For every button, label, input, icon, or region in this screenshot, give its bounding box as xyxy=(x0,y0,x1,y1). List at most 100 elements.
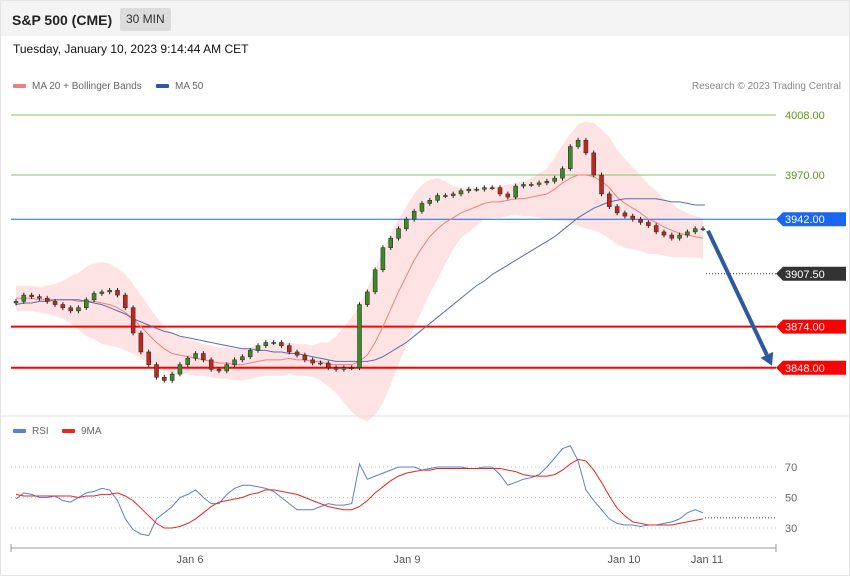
rsi-line xyxy=(15,444,704,537)
forecast-arrow-head xyxy=(760,351,774,366)
candle xyxy=(138,332,144,353)
candle xyxy=(568,146,573,169)
candle xyxy=(357,304,362,369)
level-label-4008-00: 4008.00 xyxy=(785,110,825,122)
candle xyxy=(505,193,511,198)
level-label-3942-00-tag xyxy=(776,212,846,227)
candle xyxy=(247,350,253,357)
level-labels: 4008.00 3970.00 3942.00 3907.50 3874.00 3848.… xyxy=(776,110,846,375)
candle xyxy=(185,358,190,365)
candle xyxy=(536,182,542,185)
candle xyxy=(333,367,339,370)
candle xyxy=(692,228,698,233)
candle xyxy=(396,228,401,239)
candle xyxy=(68,307,73,312)
price-levels xyxy=(11,114,776,369)
candle xyxy=(208,359,214,370)
candle xyxy=(411,211,417,220)
legend-9ma: 9MA xyxy=(62,426,102,437)
candle xyxy=(169,373,175,381)
instrument-title: S&P 500 (CME) xyxy=(12,12,113,28)
candle xyxy=(13,301,19,304)
candle xyxy=(255,345,261,351)
legend-swatch-ma20 xyxy=(13,84,26,89)
legend-label-9ma: 9MA xyxy=(81,426,102,437)
candle xyxy=(21,294,27,302)
candle xyxy=(302,354,308,361)
legend-swatch-ma50 xyxy=(156,84,169,89)
candle xyxy=(216,369,222,372)
candle xyxy=(700,228,706,230)
candle xyxy=(458,190,464,195)
candle xyxy=(91,293,97,301)
candle xyxy=(37,296,42,299)
candle xyxy=(552,177,557,182)
legend-label-ma50: MA 50 xyxy=(175,81,204,92)
candle xyxy=(162,376,167,381)
candle xyxy=(427,200,433,204)
level-label-3907-50-tag xyxy=(776,266,846,281)
candle xyxy=(146,351,151,365)
candle xyxy=(450,193,456,196)
candle xyxy=(123,294,128,308)
legend-swatch-9ma xyxy=(62,429,75,434)
candle xyxy=(513,185,518,198)
candle xyxy=(661,231,667,236)
legend-ma50: MA 50 xyxy=(156,81,203,92)
candle xyxy=(560,168,565,179)
level-label-3970-00: 3970.00 xyxy=(785,170,825,182)
candle xyxy=(544,181,550,184)
candle xyxy=(115,290,120,296)
candle xyxy=(474,188,479,191)
candle xyxy=(599,174,604,195)
candle xyxy=(521,184,526,187)
candle xyxy=(583,139,589,154)
candle xyxy=(99,291,105,294)
candle xyxy=(240,356,245,361)
rsi-tick-30: 30 xyxy=(785,523,797,535)
x-tick-label: Jan 10 xyxy=(607,554,640,566)
candle xyxy=(310,359,315,364)
candle xyxy=(201,353,206,361)
legend-ma20: MA 20 + Bollinger Bands xyxy=(13,81,142,92)
level-label-3848-00: 3848.00 xyxy=(785,363,825,375)
candle xyxy=(388,237,393,248)
candle xyxy=(130,307,136,334)
candle xyxy=(84,299,89,308)
candle xyxy=(365,291,370,305)
candle xyxy=(443,195,448,197)
bollinger-band-area xyxy=(16,121,703,422)
candle xyxy=(653,225,659,233)
candle xyxy=(435,195,440,201)
candle xyxy=(279,342,284,346)
legend-label-ma20: MA 20 + Bollinger Bands xyxy=(32,81,142,92)
legend-swatch-rsi xyxy=(13,429,26,434)
candle xyxy=(44,297,50,302)
candle xyxy=(497,187,503,195)
candle xyxy=(466,188,472,192)
level-label-3874-00: 3874.00 xyxy=(785,322,825,334)
candle xyxy=(677,234,682,239)
x-tick-label: Jan 6 xyxy=(177,554,204,566)
candle xyxy=(349,367,354,370)
timestamp: Tuesday, January 10, 2023 9:14:44 AM CET xyxy=(13,42,249,56)
candle xyxy=(29,294,34,297)
legend-label-rsi: RSI xyxy=(32,426,49,437)
level-label-3907-50: 3907.50 xyxy=(785,269,825,281)
candle xyxy=(380,247,386,271)
candle xyxy=(154,364,159,378)
candle xyxy=(232,359,237,365)
candle xyxy=(646,222,651,226)
bollinger-bands xyxy=(16,121,703,422)
candle xyxy=(294,351,300,356)
rsi-tick-50: 50 xyxy=(785,493,797,505)
interval-badge[interactable]: 30 MIN xyxy=(120,8,171,31)
level-label-3874-00-tag xyxy=(776,319,846,334)
candle xyxy=(271,342,276,344)
candle xyxy=(489,187,495,189)
candle xyxy=(482,187,487,190)
rsi-panel: 70 50 30 Jan 6 Jan 9 Jan 10 Jan 11 xyxy=(1,415,849,566)
candle xyxy=(685,231,690,236)
x-tick-label: Jan 9 xyxy=(394,554,421,566)
